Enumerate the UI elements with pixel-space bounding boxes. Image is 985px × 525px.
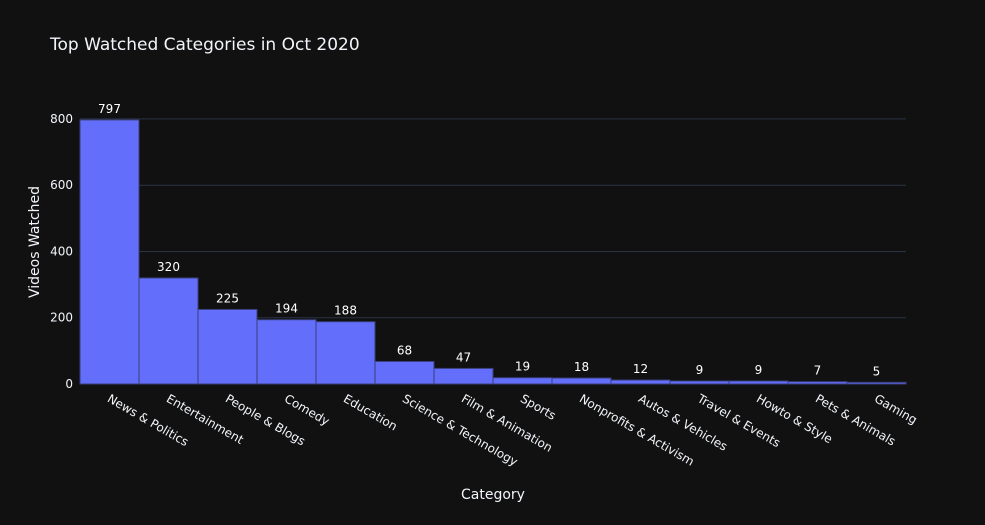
bar-value-label: 797: [98, 102, 121, 116]
chart-title: Top Watched Categories in Oct 2020: [49, 35, 360, 55]
x-axis-title: Category: [461, 487, 525, 503]
bar-value-label: 5: [873, 364, 881, 378]
bar-value-label: 194: [275, 302, 298, 316]
bar-value-label: 320: [157, 260, 180, 274]
y-tick-label: 600: [50, 178, 73, 192]
bar-value-label: 19: [515, 360, 530, 374]
x-tick-label: Gaming: [872, 391, 920, 427]
bar-nonprofits-and-activism[interactable]: [551, 377, 612, 385]
bar-gaming[interactable]: [846, 381, 907, 385]
bar-autos-and-vehicles[interactable]: [610, 379, 671, 385]
y-axis-title: Videos Watched: [27, 186, 43, 298]
y-tick-label: 200: [50, 311, 73, 325]
bar-value-label: 47: [456, 350, 471, 364]
bar-people-and-blogs[interactable]: [197, 308, 258, 385]
bar-value-label: 68: [397, 343, 412, 357]
bar-value-label: 7: [814, 364, 822, 378]
bar-entertainment[interactable]: [138, 277, 199, 385]
y-tick-label: 0: [65, 377, 73, 391]
bar-labels: 797 320 225 194 188 68 47 19 18 12 9 9 7 5: [98, 102, 880, 378]
grid-lines: [80, 118, 906, 319]
bar-value-label: 12: [633, 362, 648, 376]
bar-pets-and-animals[interactable]: [787, 381, 848, 385]
bar-education[interactable]: [315, 321, 376, 385]
bar-science-and-technology[interactable]: [374, 360, 435, 385]
bar-comedy[interactable]: [256, 319, 317, 385]
y-tick-label: 400: [50, 244, 73, 258]
bar-value-label: 225: [216, 291, 239, 305]
bar-sports[interactable]: [492, 377, 553, 385]
bar-film-and-animation[interactable]: [433, 367, 494, 385]
bar-news-and-politics[interactable]: [79, 119, 140, 385]
bar-value-label: 188: [334, 304, 357, 318]
bar-value-label: 9: [755, 363, 763, 377]
bar-value-label: 18: [574, 360, 589, 374]
bar-travel-and-events[interactable]: [669, 380, 730, 385]
bar-howto-and-style[interactable]: [728, 380, 789, 385]
x-tick-label: Sports: [518, 391, 558, 422]
bar-value-label: 9: [696, 363, 704, 377]
x-tick-label: Education: [341, 391, 400, 433]
x-tick-label: Comedy: [282, 391, 332, 428]
y-axis-ticks: 0 200 400 600 800: [50, 112, 73, 391]
bars: [79, 119, 907, 385]
y-tick-label: 800: [50, 112, 73, 126]
